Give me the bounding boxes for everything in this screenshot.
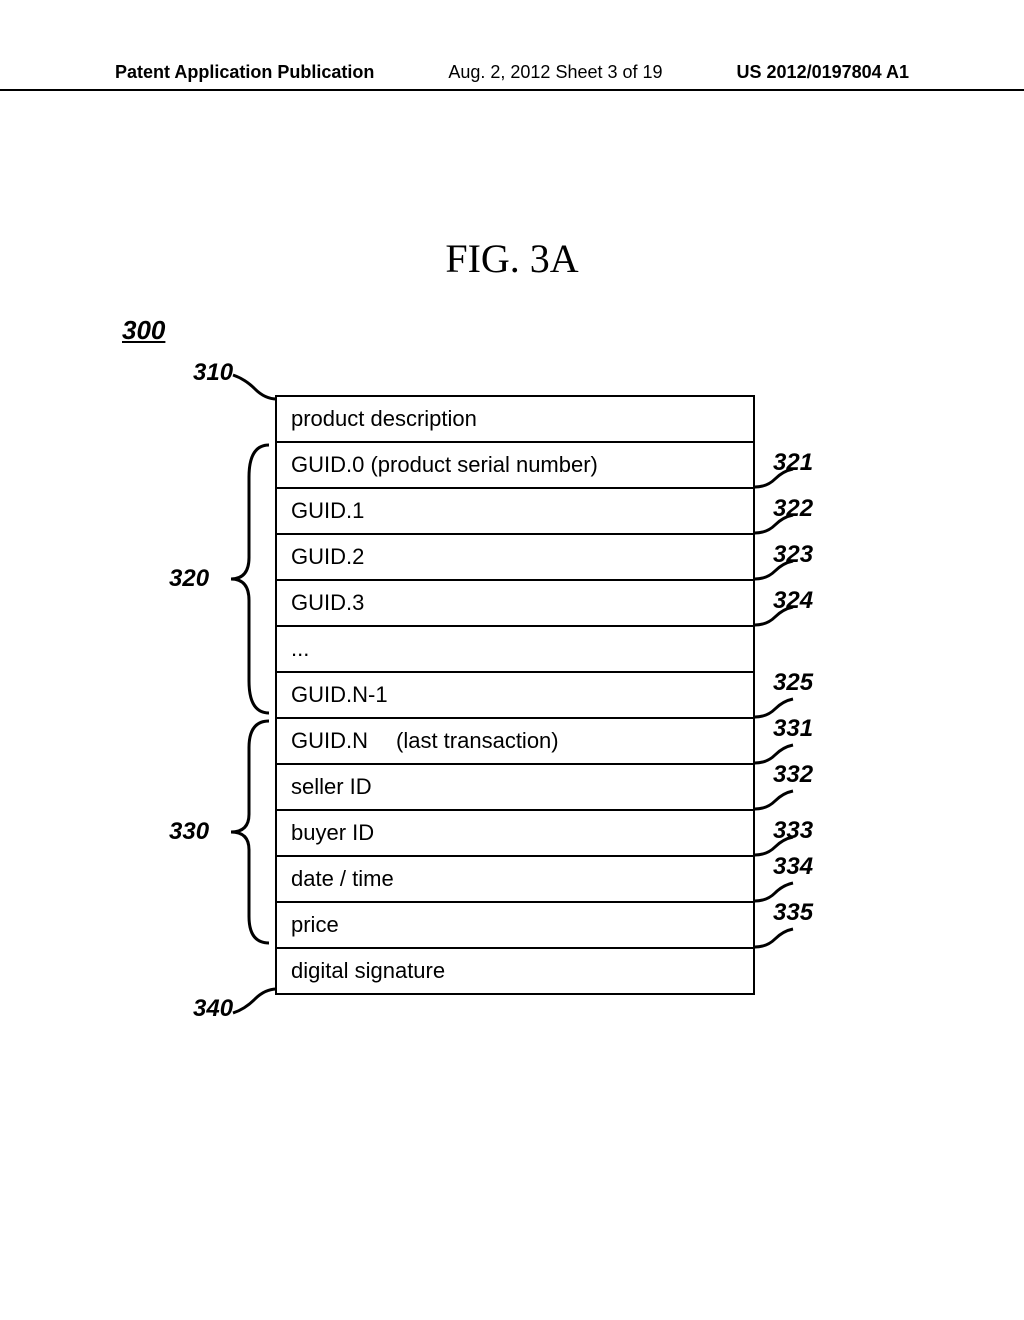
callout-label: 324 bbox=[773, 587, 813, 615]
callout-label: 310 bbox=[193, 359, 233, 387]
callout-label: 332 bbox=[773, 761, 813, 789]
row-label: buyer ID bbox=[291, 820, 374, 846]
callout-label: 321 bbox=[773, 449, 813, 477]
header-left: Patent Application Publication bbox=[115, 62, 374, 83]
row-label: GUID.2 bbox=[291, 544, 364, 570]
callout-label: 331 bbox=[773, 715, 813, 743]
table-row: product description bbox=[277, 397, 753, 443]
row-label: GUID.N bbox=[291, 728, 368, 754]
callout-leader bbox=[753, 927, 801, 962]
row-label: GUID.N-1 bbox=[291, 682, 388, 708]
row-label: GUID.3 bbox=[291, 590, 364, 616]
callout-label: 323 bbox=[773, 541, 813, 569]
row-label: price bbox=[291, 912, 339, 938]
table-row: price bbox=[277, 903, 753, 949]
callout-label: 322 bbox=[773, 495, 813, 523]
group-brace bbox=[229, 721, 269, 948]
table-row: GUID.N-1 bbox=[277, 673, 753, 719]
header-right: US 2012/0197804 A1 bbox=[737, 62, 909, 83]
callout-label: 325 bbox=[773, 669, 813, 697]
table-row: GUID.1 bbox=[277, 489, 753, 535]
row-label: GUID.0 (product serial number) bbox=[291, 452, 598, 478]
callout-label: 333 bbox=[773, 817, 813, 845]
row-label: GUID.1 bbox=[291, 498, 364, 524]
row-label: seller ID bbox=[291, 774, 372, 800]
table-row: ... bbox=[277, 627, 753, 673]
row-label: ... bbox=[291, 636, 309, 662]
row-extra: (last transaction) bbox=[396, 728, 559, 754]
row-label: date / time bbox=[291, 866, 394, 892]
callout-leader bbox=[229, 369, 279, 408]
data-structure-table: product description GUID.0 (product seria… bbox=[275, 395, 755, 995]
row-label: digital signature bbox=[291, 958, 445, 984]
page-header: Patent Application Publication Aug. 2, 2… bbox=[0, 62, 1024, 91]
page-container: Patent Application Publication Aug. 2, 2… bbox=[0, 0, 1024, 1320]
figure-title: FIG. 3A bbox=[0, 235, 1024, 282]
group-brace bbox=[229, 445, 269, 718]
group-label: 320 bbox=[169, 565, 209, 593]
table-row: GUID.3 bbox=[277, 581, 753, 627]
table-row: GUID.2 bbox=[277, 535, 753, 581]
table-row: digital signature bbox=[277, 949, 753, 995]
table-row: GUID.N (last transaction) bbox=[277, 719, 753, 765]
group-label: 330 bbox=[169, 818, 209, 846]
table-row: seller ID bbox=[277, 765, 753, 811]
callout-label: 334 bbox=[773, 853, 813, 881]
table-row: date / time bbox=[277, 857, 753, 903]
callout-label: 335 bbox=[773, 899, 813, 927]
figure-main-ref: 300 bbox=[122, 315, 165, 346]
callout-leader bbox=[229, 985, 279, 1022]
table-row: buyer ID bbox=[277, 811, 753, 857]
table-row: GUID.0 (product serial number) bbox=[277, 443, 753, 489]
header-center: Aug. 2, 2012 Sheet 3 of 19 bbox=[448, 62, 662, 83]
row-label: product description bbox=[291, 406, 477, 432]
callout-label: 340 bbox=[193, 995, 233, 1023]
